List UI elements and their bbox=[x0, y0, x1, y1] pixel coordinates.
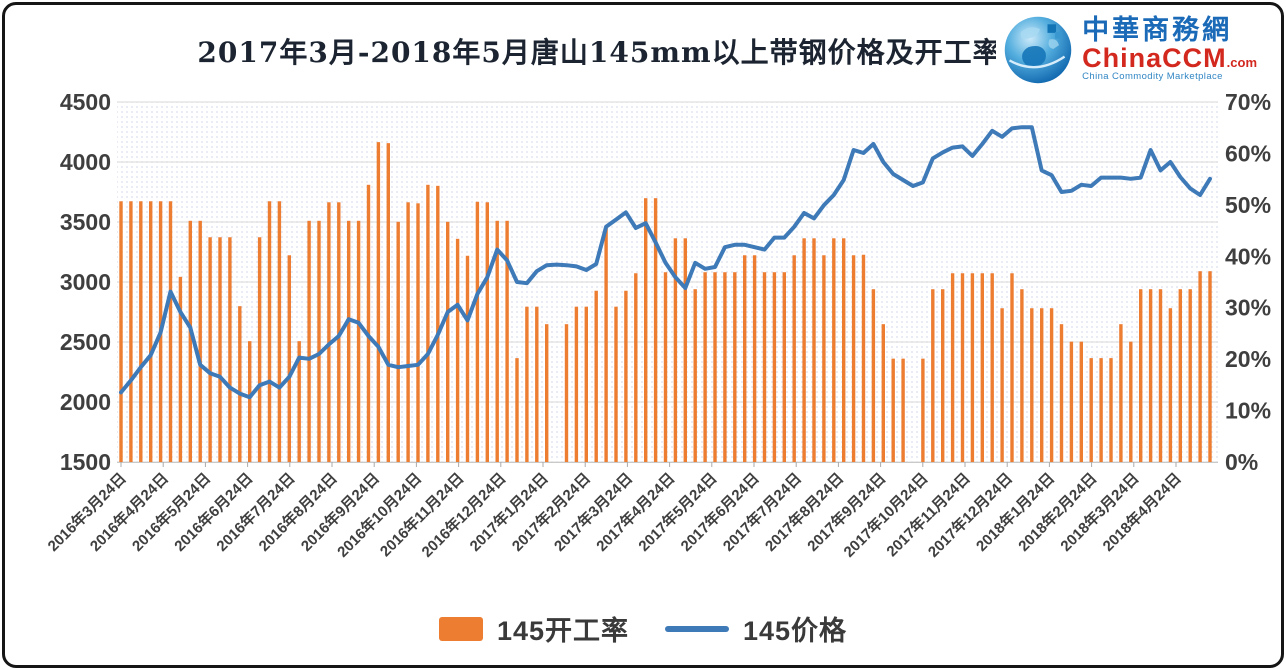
svg-text:60%: 60% bbox=[1225, 140, 1271, 166]
combo-chart: 4500 4000 3500 3000 2500 2000 1500 70% 60% 50% 40%… bbox=[44, 89, 1271, 561]
svg-text:3000: 3000 bbox=[60, 269, 111, 295]
svg-text:70%: 70% bbox=[1225, 89, 1271, 115]
legend-line-swatch bbox=[665, 625, 729, 632]
chart-legend: 145开工率 145价格 bbox=[5, 609, 1281, 648]
svg-text:10%: 10% bbox=[1225, 398, 1271, 424]
logo-text: 中華商務網 ChinaCCM.com China Commodity Marke… bbox=[1082, 14, 1257, 83]
svg-text:0%: 0% bbox=[1225, 449, 1258, 475]
svg-text:3500: 3500 bbox=[60, 209, 111, 235]
svg-text:4500: 4500 bbox=[60, 89, 111, 115]
logo-brand: ChinaCCM.com bbox=[1082, 43, 1257, 74]
svg-text:1500: 1500 bbox=[60, 449, 111, 475]
svg-text:2500: 2500 bbox=[60, 329, 111, 355]
svg-text:30%: 30% bbox=[1225, 295, 1271, 321]
legend-line-label: 145价格 bbox=[743, 616, 848, 646]
svg-text:2000: 2000 bbox=[60, 389, 111, 415]
logo-name-cn: 中華商務網 bbox=[1082, 14, 1233, 45]
globe-icon bbox=[1004, 16, 1072, 84]
svg-text:50%: 50% bbox=[1225, 192, 1271, 218]
svg-text:4000: 4000 bbox=[60, 149, 111, 175]
logo-tagline: China Commodity Marketplace bbox=[1082, 71, 1223, 83]
legend-bar-label: 145开工率 bbox=[496, 616, 629, 646]
legend-bar-swatch bbox=[438, 616, 483, 641]
svg-text:40%: 40% bbox=[1225, 243, 1271, 269]
svg-text:20%: 20% bbox=[1225, 346, 1271, 372]
chart-title: 2017年3月-2018年5月唐山145mm以上带钢价格及开工率走势图 bbox=[197, 36, 1089, 69]
chinaccm-logo: 中華商務網 ChinaCCM.com China Commodity Marke… bbox=[996, 9, 1261, 89]
